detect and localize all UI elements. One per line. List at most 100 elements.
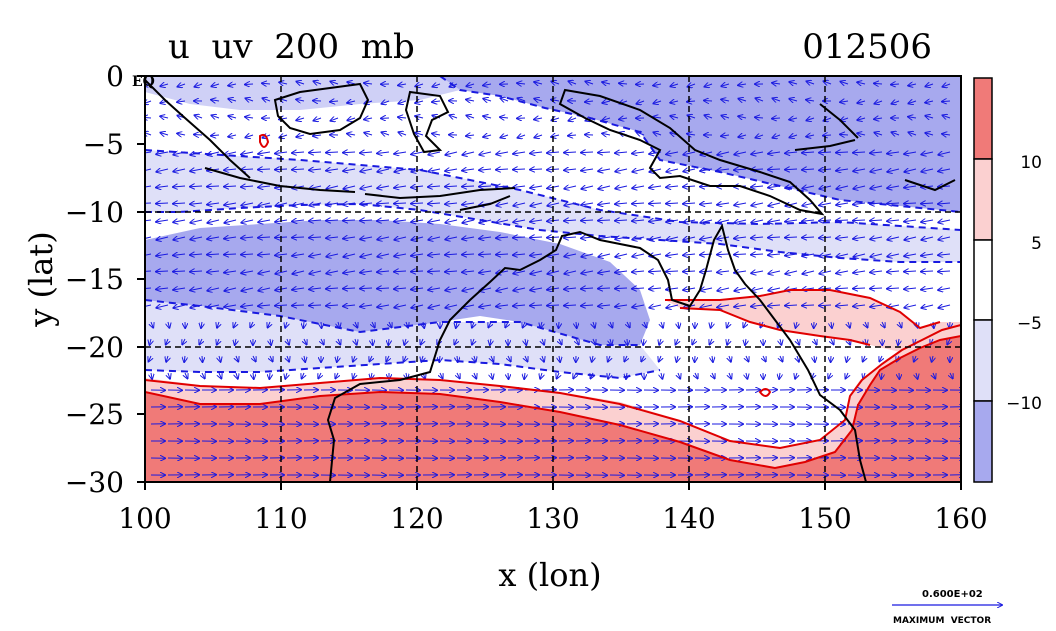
- wind-vector: [756, 98, 764, 101]
- wind-vector: [275, 254, 288, 255]
- wind-vector: [360, 237, 373, 239]
- wind-vector: [585, 81, 594, 84]
- wind-vector: [483, 84, 492, 86]
- wind-vector: [592, 355, 593, 362]
- wind-vector: [734, 152, 747, 155]
- wind-vector: [836, 169, 849, 171]
- wind-vector: [394, 220, 407, 222]
- wind-vector: [670, 101, 679, 103]
- wind-vector: [445, 169, 458, 171]
- wind-vector: [921, 288, 934, 290]
- wind-vector: [173, 254, 186, 255]
- wind-vector: [296, 82, 305, 85]
- wind-vector: [518, 135, 526, 138]
- wind-vector: [309, 288, 322, 289]
- wind-vector: [353, 355, 355, 362]
- wind-vector: [428, 288, 441, 290]
- wind-vector: [857, 118, 866, 120]
- wind-vector: [557, 373, 559, 379]
- contour-neg-5: [439, 76, 961, 213]
- wind-vector: [156, 203, 169, 204]
- wind-vector: [173, 186, 186, 187]
- wind-vector: [751, 152, 764, 154]
- wind-vector: [258, 237, 271, 238]
- wind-vector: [853, 271, 866, 273]
- y-axis-label: y (lat): [22, 231, 60, 327]
- wind-vector: [704, 101, 713, 102]
- wind-vector: [500, 135, 509, 138]
- wind-vector: [870, 237, 883, 239]
- wind-vector: [887, 254, 900, 257]
- wind-vector: [780, 356, 783, 362]
- wind-vector: [700, 220, 713, 223]
- wind-vector: [581, 169, 594, 171]
- wind-vector: [479, 186, 492, 187]
- wind-vector: [190, 271, 203, 272]
- wind-vector: [241, 271, 254, 273]
- wind-vector: [234, 322, 237, 327]
- wind-vector: [632, 271, 645, 272]
- wind-vector: [302, 373, 304, 379]
- wind-vector: [649, 288, 662, 289]
- wind-vector: [394, 203, 407, 204]
- wind-vector: [228, 135, 237, 137]
- wind-vector: [797, 355, 799, 362]
- wind-vector: [598, 152, 611, 153]
- wind-vector: [241, 152, 254, 154]
- wind-vector: [598, 203, 611, 205]
- wind-vector: [195, 84, 203, 87]
- wind-vector: [483, 99, 492, 101]
- wind-vector: [887, 169, 900, 172]
- wind-vector: [462, 186, 475, 187]
- wind-vector: [258, 186, 271, 187]
- wind-vector: [676, 339, 679, 345]
- wind-vector: [462, 169, 475, 171]
- wind-vector: [428, 220, 441, 222]
- coast-australia: [326, 223, 867, 482]
- grid-lines: [145, 76, 961, 482]
- wind-vector: [428, 237, 441, 240]
- wind-vector: [224, 237, 237, 239]
- wind-vector: [785, 220, 798, 222]
- wind-vector: [258, 169, 271, 170]
- wind-vector: [921, 305, 934, 308]
- wind-vector: [659, 338, 661, 345]
- wind-vector: [836, 237, 849, 238]
- wind-vector: [649, 169, 662, 172]
- wind-vector: [653, 117, 662, 118]
- wind-vector: [921, 203, 934, 204]
- wind-vector: [292, 237, 305, 238]
- wind-vector: [377, 254, 390, 257]
- wind-vector: [768, 288, 781, 291]
- wind-vector: [217, 338, 219, 345]
- wind-vector: [145, 132, 152, 135]
- wind-vector: [602, 82, 611, 84]
- wind-vector: [806, 100, 815, 101]
- wind-vector: [853, 237, 866, 239]
- wind-vector: [246, 98, 254, 101]
- wind-vector: [904, 203, 917, 204]
- wind-vector: [224, 186, 237, 187]
- wind-vector: [899, 322, 902, 328]
- wind-vector: [780, 338, 781, 345]
- wind-vector: [547, 152, 560, 153]
- wind-vector: [415, 101, 424, 103]
- coast-sulawesi: [404, 90, 450, 154]
- wind-vector: [217, 321, 219, 328]
- wind-vector: [145, 202, 152, 204]
- wind-vector: [666, 271, 679, 272]
- wind-vector: [751, 203, 764, 206]
- wind-vector: [190, 186, 203, 187]
- wind-vector: [530, 169, 543, 170]
- wind-vector: [721, 99, 730, 101]
- wind-vector: [479, 305, 492, 307]
- wind-vector: [326, 288, 339, 289]
- wind-vector: [491, 356, 493, 362]
- wind-vector: [649, 203, 662, 204]
- wind-vector: [593, 321, 595, 328]
- wind-vector: [241, 288, 254, 291]
- wind-vector: [932, 355, 933, 362]
- wind-vector: [156, 254, 169, 256]
- wind-vector: [887, 186, 900, 188]
- wind-vector: [404, 356, 406, 362]
